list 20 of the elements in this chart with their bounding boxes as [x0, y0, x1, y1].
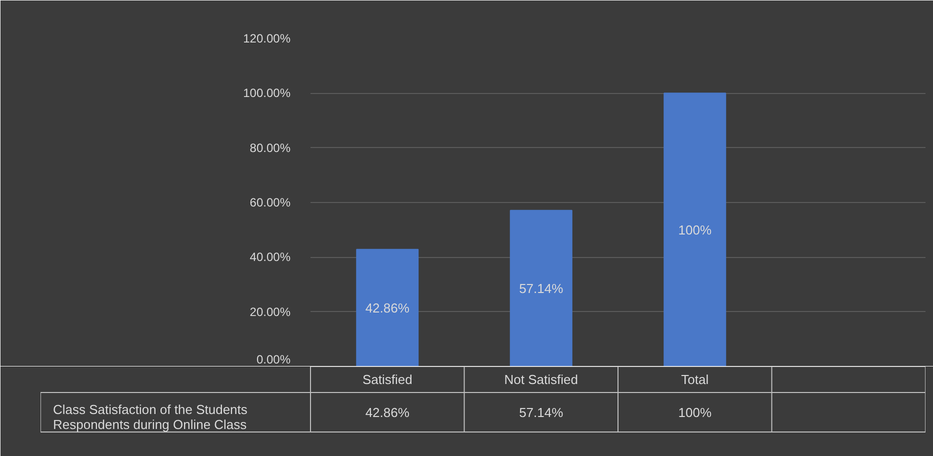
y-tick-label: 80.00%: [250, 140, 291, 155]
data-label: 57.14%: [519, 405, 564, 420]
bar: [510, 210, 572, 366]
data-label: 100%: [678, 405, 712, 420]
text: 100%: [678, 222, 712, 238]
x-tick-label: Total: [681, 372, 709, 387]
data-label: 42.86%: [365, 405, 410, 420]
bar: [664, 92, 726, 366]
x-tick-label: Satisfied: [362, 372, 412, 387]
text: Class Satisfaction of the Students Respondents during Online Class: [53, 402, 248, 432]
y-tick-label: 20.00%: [250, 304, 291, 319]
text: 42.86%: [365, 300, 410, 316]
bar: [356, 248, 419, 366]
y-tick-label: 40.00%: [250, 250, 291, 264]
y-tick-label: 100.00%: [243, 86, 291, 100]
y-tick-label: 60.00%: [250, 196, 291, 210]
y-tick-label: 0.00%: [256, 352, 291, 366]
text: 57.14%: [519, 280, 564, 296]
y-tick-label: 120.00%: [243, 32, 291, 46]
x-tick-label: Not Satisfied: [504, 372, 578, 387]
